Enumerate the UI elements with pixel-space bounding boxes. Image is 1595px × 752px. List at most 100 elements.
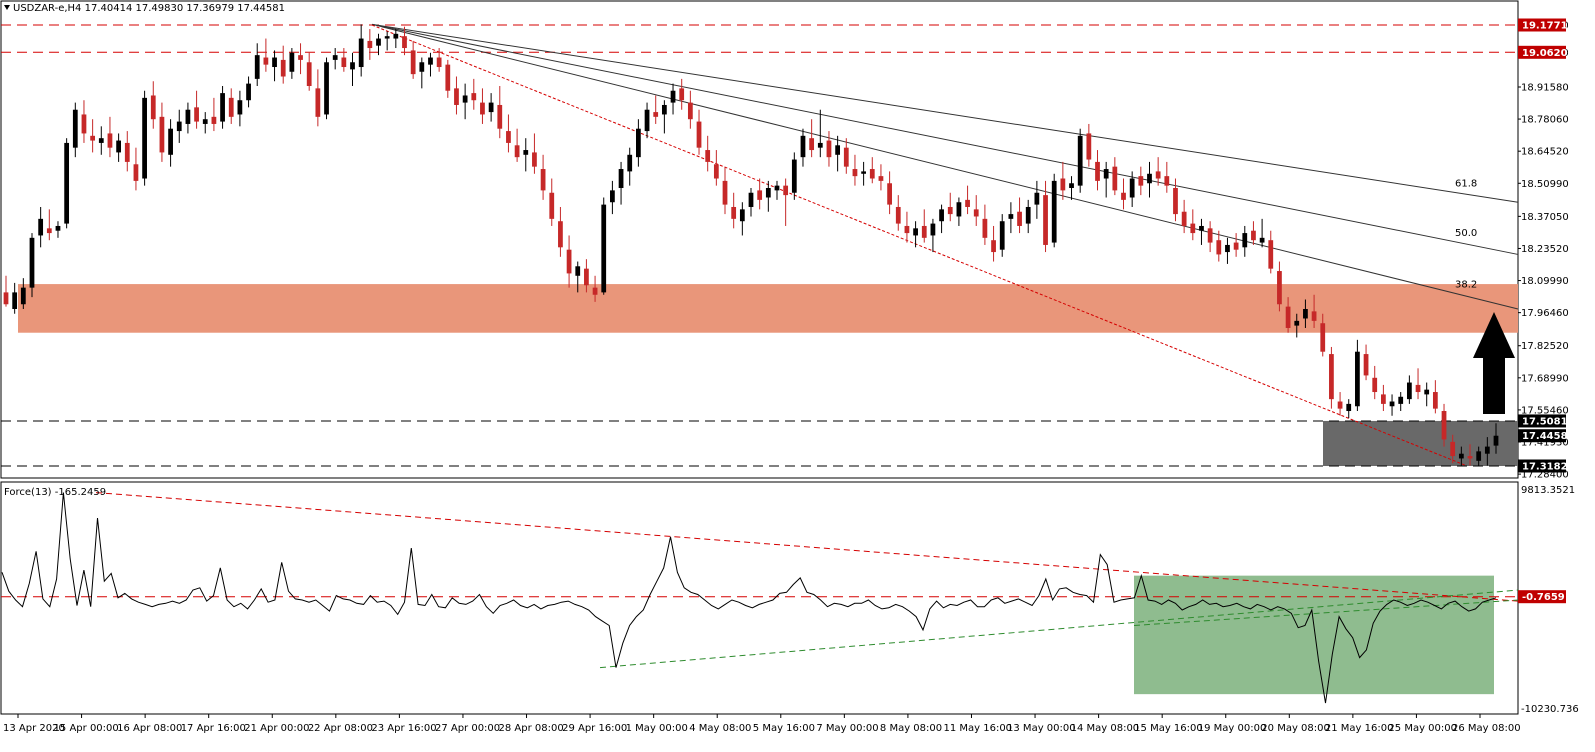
candle — [1233, 233, 1239, 257]
candle-body — [38, 218, 44, 236]
force-level-tag — [1518, 590, 1566, 604]
candle-body — [1077, 135, 1083, 186]
candle — [64, 138, 70, 229]
candle-body — [1233, 242, 1239, 250]
candle-body — [1363, 354, 1369, 376]
candle-body — [757, 190, 763, 200]
candle-body — [1268, 240, 1274, 269]
candle — [722, 166, 728, 215]
candle-body — [1251, 230, 1256, 241]
candle-body — [202, 119, 208, 124]
candle — [20, 278, 26, 309]
candle-body — [1199, 225, 1204, 231]
candle-body — [1164, 176, 1170, 186]
candle — [1277, 261, 1282, 312]
candle — [661, 100, 667, 134]
candle — [947, 192, 953, 222]
candle — [1034, 180, 1040, 219]
fib-level-label: 50.0 — [1455, 228, 1477, 239]
candle-body — [1424, 389, 1430, 395]
price-tick-label: 18.37050 — [1521, 212, 1569, 223]
candle — [895, 195, 901, 231]
candle — [1398, 392, 1404, 412]
candle — [1294, 313, 1300, 338]
candle — [627, 147, 633, 186]
candle-body — [999, 221, 1005, 250]
candle-body — [471, 93, 477, 101]
x-tick-label: 15 May 16:00 — [1134, 723, 1203, 734]
candle — [1086, 123, 1092, 167]
candle-body — [1389, 401, 1395, 407]
candle-body — [1121, 192, 1126, 200]
force-tick-label: 9813.3521 — [1521, 485, 1575, 496]
candle-body — [1320, 323, 1326, 352]
candle-body — [185, 109, 191, 124]
candle — [1129, 171, 1135, 207]
x-tick-label: 4 May 08:00 — [689, 723, 751, 734]
candle — [1372, 365, 1378, 400]
candle-body — [410, 50, 416, 75]
current-price-tag-label: 17.44581 — [1522, 431, 1575, 442]
candle-body — [445, 64, 451, 91]
candle-body — [1415, 384, 1421, 393]
candle — [826, 131, 832, 167]
candle-body — [1190, 223, 1196, 234]
candle-body — [817, 142, 823, 148]
candle-body — [523, 150, 529, 155]
candle-body — [584, 268, 589, 286]
candle-body — [1346, 403, 1352, 412]
candle-body — [956, 202, 962, 217]
candle-body — [1450, 441, 1456, 457]
candle — [670, 83, 676, 115]
candle — [1346, 399, 1352, 419]
candle — [341, 48, 347, 72]
candle — [1432, 380, 1438, 414]
candle — [1484, 437, 1490, 466]
candle — [1199, 218, 1204, 245]
candle — [272, 50, 277, 82]
candle — [1103, 161, 1109, 198]
candle — [809, 119, 815, 158]
candle-body — [765, 188, 771, 198]
candle — [558, 206, 563, 257]
candle — [705, 135, 711, 172]
candle — [956, 197, 962, 226]
candle-body — [142, 97, 147, 179]
candle-body — [774, 185, 780, 191]
candle-body — [1051, 180, 1057, 243]
candle-body — [1329, 354, 1334, 400]
chevron-down-icon[interactable] — [4, 5, 10, 10]
candle — [324, 57, 329, 120]
candle — [1320, 313, 1326, 357]
candle-body — [1129, 178, 1135, 198]
candle-body — [254, 55, 260, 79]
force-green-trendline — [599, 589, 1519, 669]
level-tag — [1518, 45, 1566, 59]
candle — [1095, 150, 1100, 191]
candle-body — [263, 57, 269, 65]
candle-body — [1476, 451, 1482, 461]
candle-body — [1285, 306, 1291, 328]
candle — [765, 180, 771, 212]
candle — [618, 161, 624, 205]
candle-body — [1242, 233, 1248, 248]
candle-body — [618, 169, 624, 189]
candle — [1164, 161, 1170, 193]
candle-body — [1458, 453, 1464, 459]
candle-body — [852, 169, 858, 177]
x-tick-label: 8 May 08:00 — [880, 723, 942, 734]
candle-body — [116, 140, 121, 153]
candle — [843, 138, 849, 174]
candle-body — [1086, 133, 1092, 160]
candle — [878, 164, 884, 191]
candle — [1363, 344, 1369, 381]
candle — [731, 192, 737, 229]
level-tag — [1518, 414, 1566, 428]
candle — [1051, 173, 1057, 248]
candle-body — [480, 102, 485, 115]
candle-body — [272, 57, 277, 68]
candle-body — [64, 142, 70, 224]
candle — [1121, 178, 1126, 210]
candle-body — [1147, 173, 1152, 184]
x-tick-label: 13 May 00:00 — [1007, 723, 1076, 734]
